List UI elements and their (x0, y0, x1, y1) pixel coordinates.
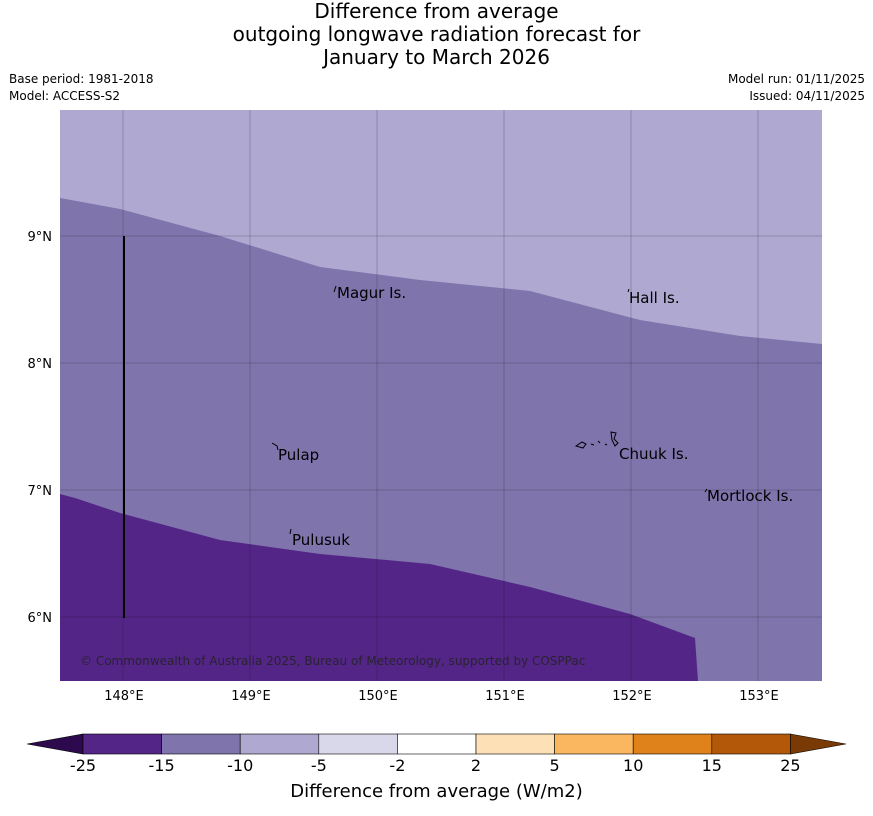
chuuk-island-shape (574, 431, 619, 449)
copyright-text: © Commonwealth of Australia 2025, Bureau… (80, 654, 585, 668)
model-run: Model run: 01/11/2025 (727, 72, 865, 86)
place-labels: Magur Is. Hall Is. Pulap Chuuk Is. Mortl… (278, 284, 793, 549)
lat-tick-labels: 9°N 8°N 7°N 6°N (28, 230, 53, 626)
lon-tick-148e: 148°E (104, 689, 144, 704)
base-period: Base period: 1981-2018 (9, 72, 154, 86)
lon-tick-labels: 148°E 149°E 150°E 151°E 152°E 153°E (104, 689, 779, 704)
lon-tick-150e: 150°E (358, 689, 398, 704)
title-line-1: Difference from average (314, 0, 559, 23)
colorbar-label: -5 (310, 756, 327, 775)
colorbar-segment-1 (82, 733, 162, 755)
meta-left: Base period: 1981-2018 Model: ACCESS-S2 (9, 71, 154, 105)
colorbar-label: 5 (549, 756, 560, 775)
model-name: Model: ACCESS-S2 (9, 89, 121, 103)
pulusuk-island-shape (289, 528, 292, 535)
colorbar-label: -15 (148, 756, 175, 775)
colorbar-label: -2 (389, 756, 406, 775)
colorbar-segment-2 (161, 733, 241, 755)
magur-island-shape (333, 285, 337, 293)
hall-island-shape (627, 288, 630, 293)
place-label-pulap: Pulap (278, 446, 319, 464)
colorbar-label: -25 (69, 756, 97, 775)
colorbar-segment-4 (318, 733, 398, 755)
lon-tick-149e: 149°E (231, 689, 271, 704)
lat-tick-8n: 8°N (28, 357, 53, 372)
title-line-3: January to March 2026 (323, 45, 550, 69)
colorbar-label: 25 (780, 756, 801, 775)
colorbar-segment-9 (711, 733, 791, 755)
colorbar-label: 2 (470, 756, 482, 775)
colorbar-label: 15 (701, 756, 722, 775)
band-dark (60, 494, 698, 681)
colorbar-segment-3 (239, 733, 320, 755)
lat-tick-9n: 9°N (28, 230, 53, 245)
colorbar-segment-8 (632, 733, 713, 755)
colorbar-extend-low (26, 733, 84, 755)
lon-tick-153e: 153°E (739, 689, 779, 704)
lon-tick-152e: 152°E (612, 689, 652, 704)
colorbar-label: 10 (623, 756, 644, 775)
title-line-2: outgoing longwave radiation forecast for (232, 22, 641, 46)
meta-right: Model run: 01/11/2025 Issued: 04/11/2025 (728, 71, 865, 105)
place-label-mortlock: Mortlock Is. (707, 487, 793, 505)
mortlock-island-shape (704, 488, 708, 493)
chart-title: Difference from average outgoing longwav… (0, 0, 873, 69)
colorbar-segment-7 (554, 733, 634, 755)
lat-tick-6n: 6°N (28, 611, 53, 626)
place-label-magur: Magur Is. (337, 284, 406, 302)
colorbar (26, 733, 847, 755)
place-label-pulusuk: Pulusuk (292, 531, 350, 549)
colorbar-segment-6 (475, 733, 555, 755)
place-label-chuuk: Chuuk Is. (619, 445, 688, 463)
island-markers (271, 285, 708, 535)
pulap-island-shape (271, 442, 279, 451)
place-label-hall: Hall Is. (629, 289, 680, 307)
issued-date: Issued: 04/11/2025 (749, 89, 865, 103)
colorbar-title: Difference from average (W/m2) (290, 781, 583, 802)
colorbar-label: -10 (227, 756, 254, 775)
lat-tick-7n: 7°N (28, 484, 53, 499)
lon-tick-151e: 151°E (485, 689, 525, 704)
colorbar-segment-5 (397, 733, 477, 755)
colorbar-extend-high (790, 733, 847, 755)
